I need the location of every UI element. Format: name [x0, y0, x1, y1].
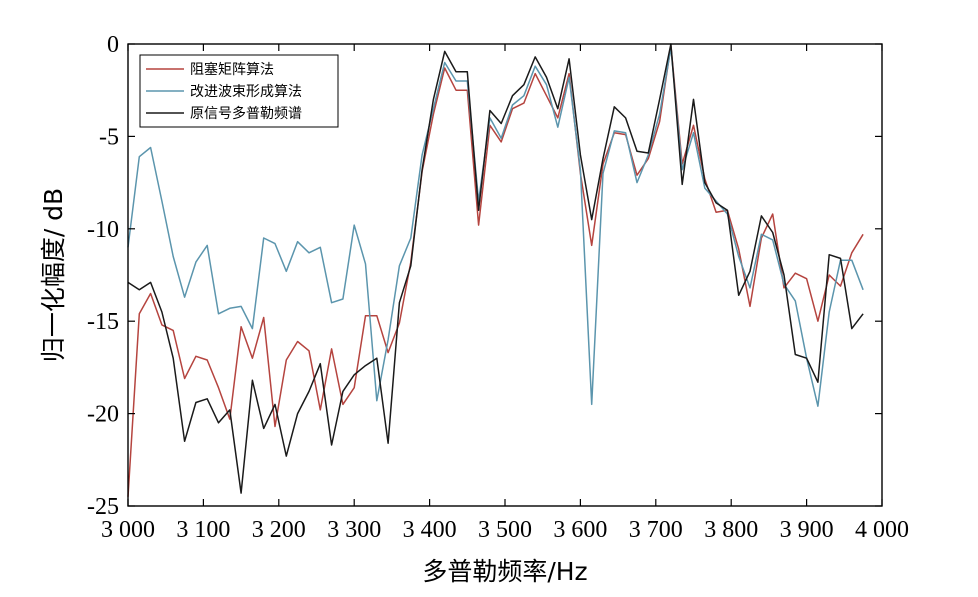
axis-ticks — [127, 43, 883, 507]
legend-label: 阻塞矩阵算法 — [190, 61, 274, 78]
legend-label: 改进波束形成算法 — [190, 84, 302, 100]
x-tick-label: 3 900 — [780, 517, 834, 543]
series-line-3 — [127, 43, 864, 494]
x-tick-label: 3 000 — [101, 517, 155, 543]
y-tick-label: -25 — [87, 494, 119, 520]
x-tick-label: 3 700 — [629, 517, 683, 543]
series-line-2 — [127, 46, 864, 407]
x-tick-label: 3 500 — [478, 517, 532, 543]
y-tick-label: -15 — [87, 309, 119, 335]
y-tick-label: -20 — [87, 402, 119, 428]
x-axis-tick-labels: 3 000 3 100 3 200 3 300 3 400 3 500 3 600 3 700… — [101, 517, 909, 543]
y-tick-label: -10 — [87, 217, 119, 243]
legend-label: 原信号多普勒频谱 — [190, 105, 302, 122]
series-line-1 — [127, 45, 864, 497]
plot-lines — [127, 43, 864, 497]
x-tick-label: 3 800 — [704, 517, 758, 543]
y-axis-label: 归一化幅度/ dB — [39, 188, 68, 362]
y-tick-label: -5 — [99, 124, 119, 150]
legend: 阻塞矩阵算法 改进波束形成算法 原信号多普勒频谱 — [139, 54, 339, 128]
x-tick-label: 3 300 — [327, 517, 381, 543]
x-tick-label: 3 200 — [252, 517, 306, 543]
y-tick-label: 0 — [107, 32, 119, 58]
y-axis-tick-labels: 0 -5 -10 -15 -20 -25 — [87, 32, 119, 520]
x-tick-label: 3 400 — [403, 517, 457, 543]
x-axis-label: 多普勒频率/Hz — [422, 557, 587, 586]
x-tick-label: 3 100 — [176, 517, 230, 543]
x-tick-label: 4 000 — [855, 517, 909, 543]
x-tick-label: 3 600 — [553, 517, 607, 543]
